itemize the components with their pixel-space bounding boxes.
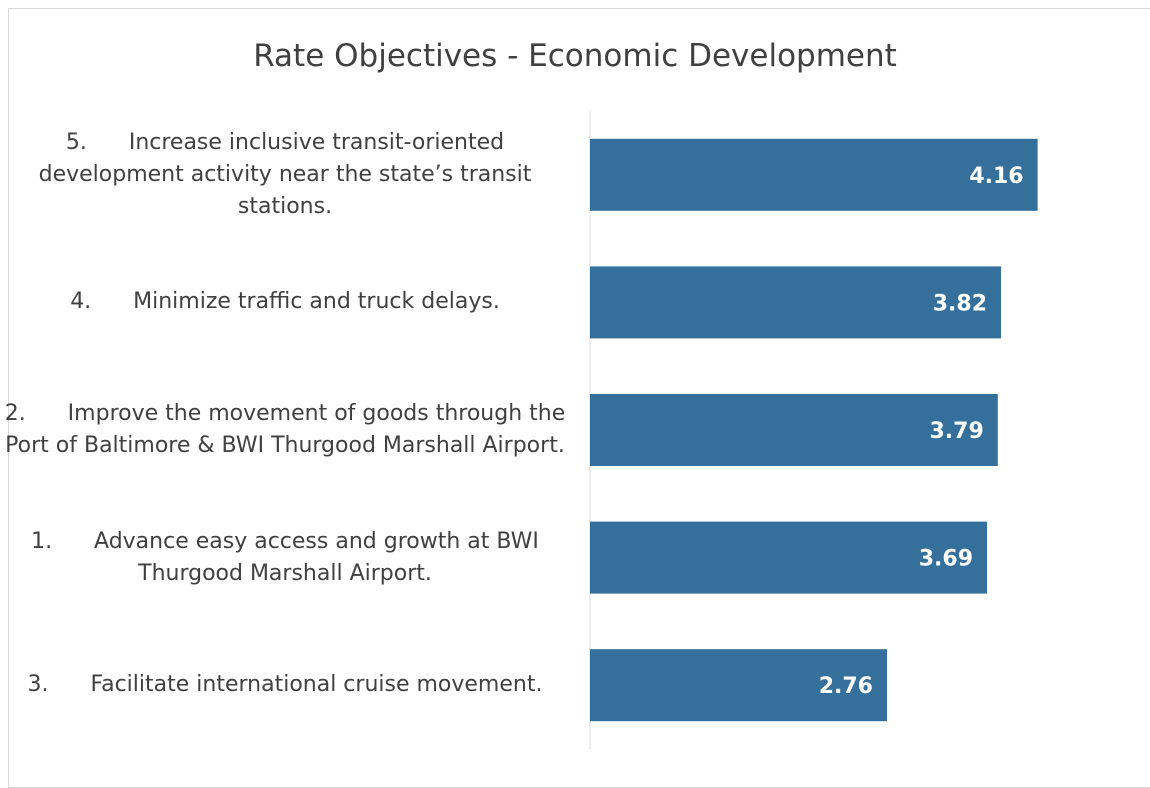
bar [590,521,988,594]
value-label: 2.76 [819,674,873,699]
value-label: 3.79 [930,419,984,444]
category-label: 1. Advance easy access and growth at BWI… [31,528,546,586]
bar [590,138,1038,211]
category-label: 4. Minimize traffic and truck delays. [70,289,500,315]
category-label: 3. Facilitate international cruise movem… [27,672,543,698]
bar [590,394,998,466]
bar [590,266,1002,339]
category-label: 2. Improve the movement of goods through… [4,401,573,458]
chart-title: Rate Objectives - Economic Development [253,38,897,74]
chart: 4.16 3.82 3.79 3.69 2.76 [589,111,1038,749]
value-label: 3.82 [933,291,987,316]
value-label: 4.16 [969,164,1023,189]
page: {"chart_data": {"type": "bar", "orientat… [4,8,1150,788]
value-label: 3.69 [919,547,973,572]
bar [590,649,887,722]
category-label: 5. Increase inclusive transit-oriented d… [38,129,539,219]
